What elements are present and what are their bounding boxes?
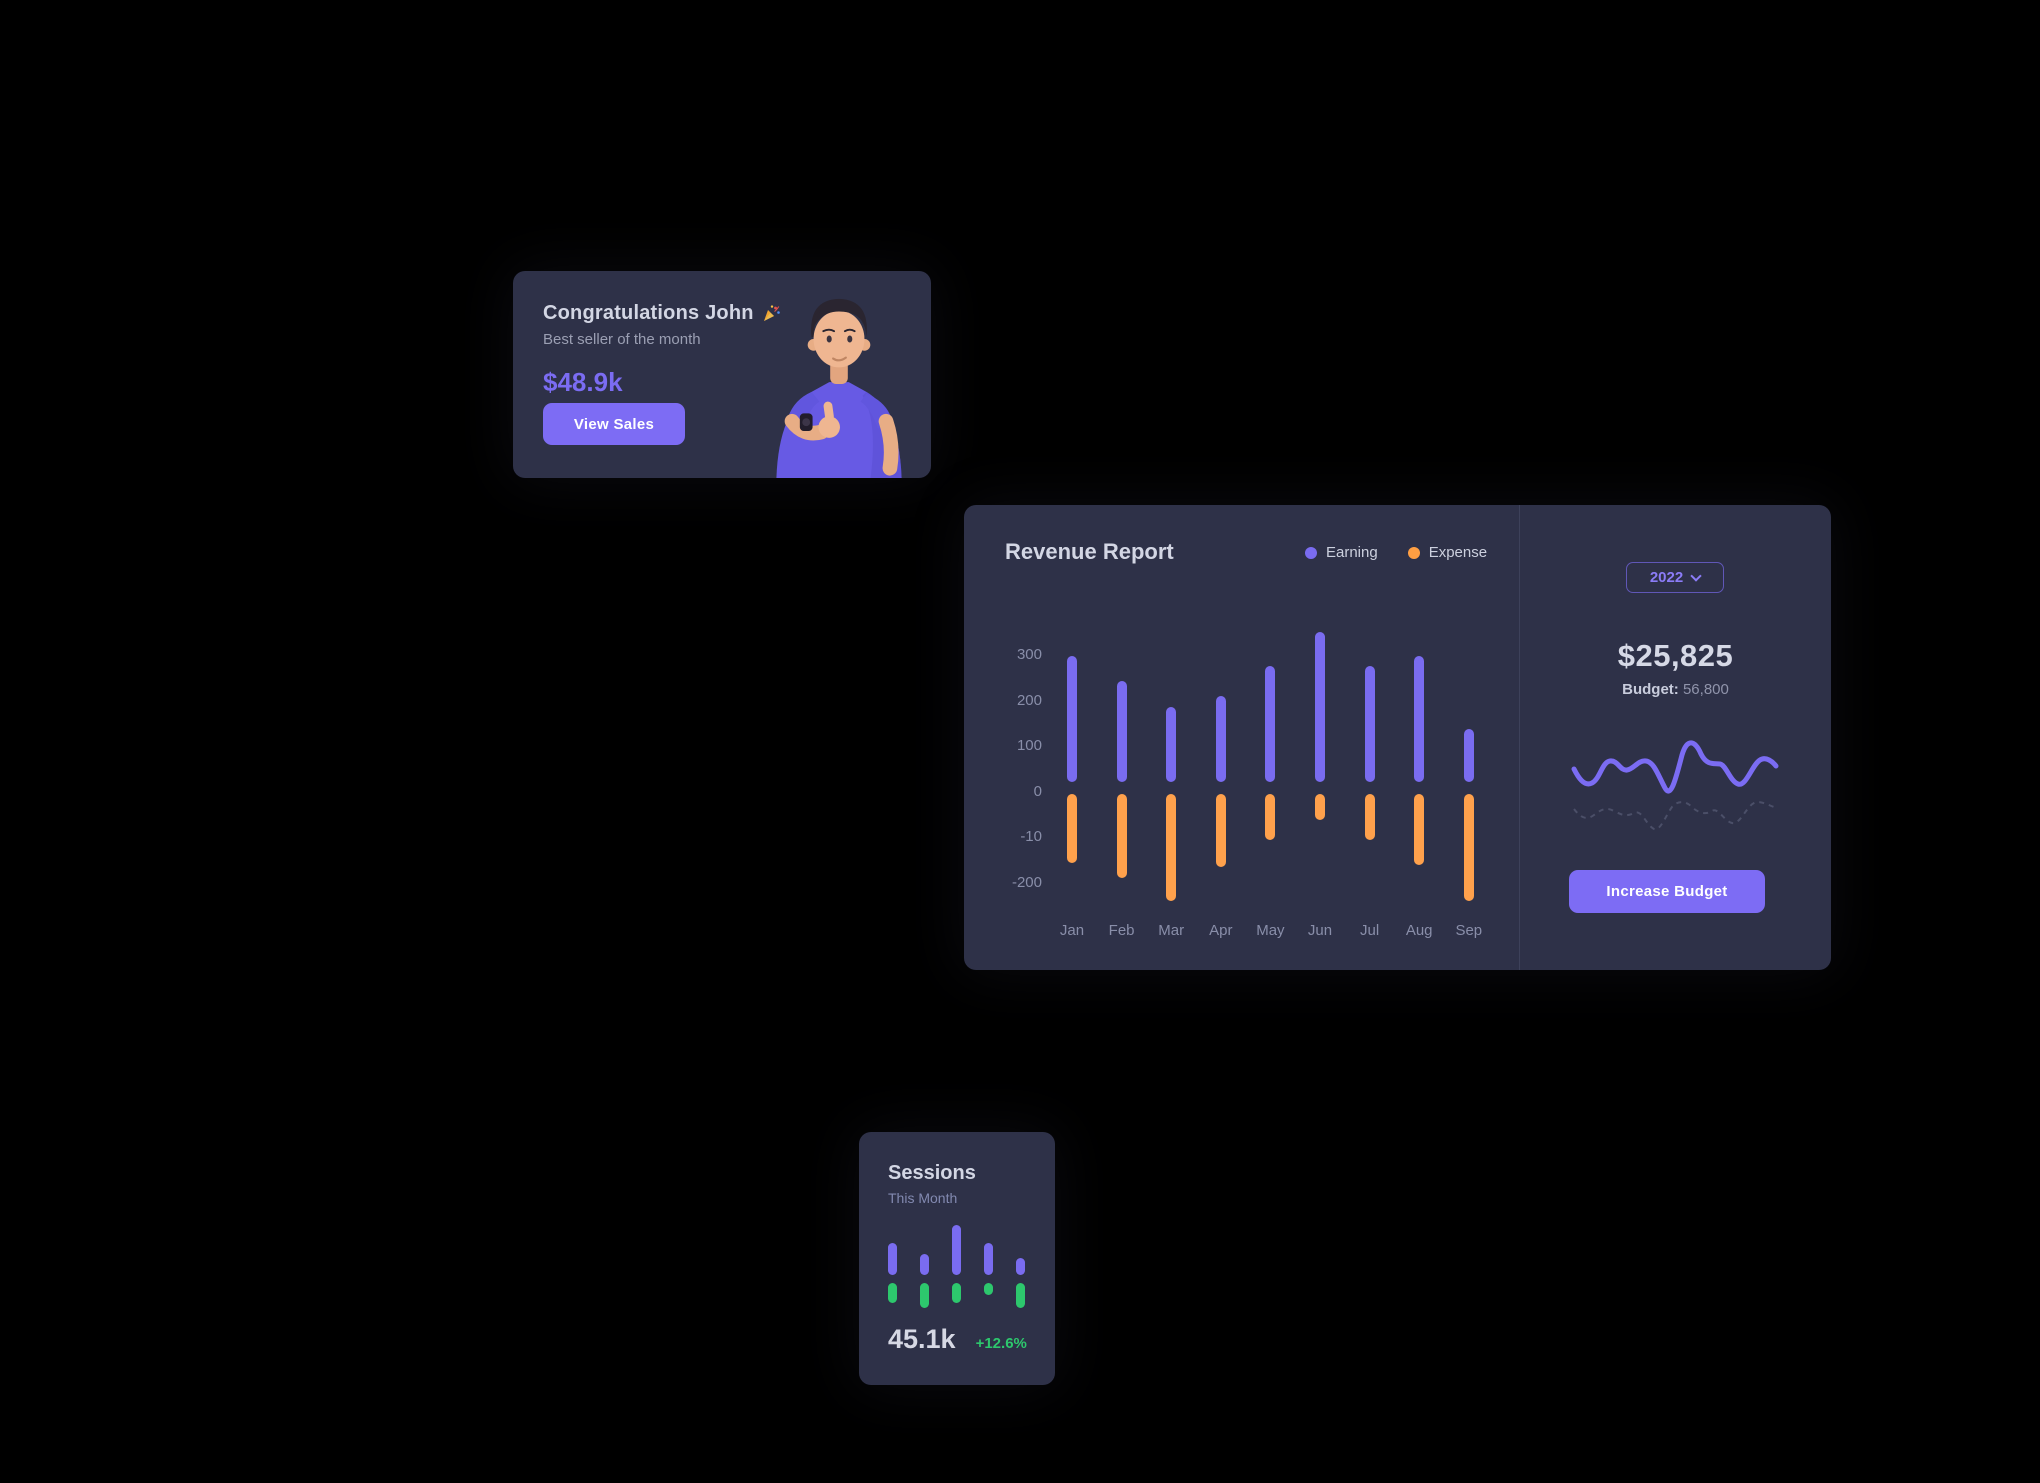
expense-bar [1364,794,1375,840]
revenue-report-title: Revenue Report [1005,539,1174,564]
legend-label-expense: Expense [1428,544,1488,561]
budget-line: Budget: 56,800 [1520,681,1831,698]
y-axis-label: 100 [1016,737,1042,754]
y-axis-label: 200 [1016,691,1042,709]
x-axis-label: Jun [1307,922,1333,939]
expense-bar [1414,794,1425,865]
sessions-card: Sessions This Month 45.1k +12.6% [859,1132,1055,1385]
earning-bar [1265,665,1276,782]
budget-panel: 2022 $25,825 Budget: 56,800 Increase Bud… [1520,505,1831,970]
sessions-value-row: 45.1k +12.6% [888,1324,1027,1355]
expense-bar [1315,794,1325,821]
y-axis-label: 300 [1016,646,1042,663]
sales-amount: $48.9k [543,367,623,397]
revenue-bar-chart: 300 200 100 0 -10 -200 Jan Feb Mar Apr May Jun Jul Au… [964,505,1519,970]
x-axis-label: Aug [1405,922,1433,939]
sessions-lower-bar [887,1283,897,1303]
sessions-upper-bar [1015,1258,1025,1275]
sessions-upper-bar [887,1243,897,1275]
x-axis-label: Mar [1158,922,1185,939]
x-axis-label: Sep [1455,922,1483,939]
chart-legend: Earning Expense [1305,544,1487,561]
expense-bar [1166,794,1177,902]
sessions-title: Sessions [888,1162,976,1184]
x-axis-label: Apr [1209,922,1233,939]
budget-wave-chart [1571,740,1779,831]
y-axis-label: 0 [1033,782,1042,800]
year-selector[interactable]: 2022 [1626,562,1724,593]
earning-bar [1364,665,1375,782]
sessions-lower-bar [983,1283,993,1295]
sessions-upper-bar [983,1243,993,1275]
sessions-upper-bar [919,1254,929,1275]
sessions-lower-bar [919,1283,929,1308]
earning-bar [1166,707,1177,782]
budget-value: 56,800 [1682,681,1729,698]
congratulations-title: Congratulations John [543,302,781,325]
sessions-upper-bar [951,1225,961,1275]
x-axis-label: Feb [1108,922,1135,939]
year-selector-value: 2022 [1649,569,1684,586]
congratulations-subtitle: Best seller of the month [543,331,701,348]
panel-divider [1519,505,1520,970]
earning-bar [1463,729,1474,782]
y-axis-label: -10 [1020,828,1042,845]
legend-item-expense: Expense [1407,544,1488,561]
y-axis-label: -200 [1011,873,1042,891]
view-sales-button[interactable]: View Sales [543,403,685,445]
legend-label-earning: Earning [1326,544,1378,561]
expense-bar [1463,794,1474,902]
sessions-delta-badge: +12.6% [975,1335,1027,1352]
revenue-report-card: Revenue Report Earning Expense 300 200 100… [964,505,1831,970]
person-thumbs-up-illustration [776,298,902,478]
legend-item-earning: Earning [1305,544,1378,561]
party-popper-icon [763,304,780,321]
earning-bar [1067,655,1077,782]
expense-bar [1116,794,1127,879]
congratulations-title-text: Congratulations John [543,302,754,324]
earning-bar [1414,656,1425,782]
earning-bar [1116,680,1127,782]
earning-dot-icon [1305,546,1317,559]
sessions-subtitle: This Month [888,1190,958,1206]
earning-bar [1315,631,1325,782]
budget-label: Budget: [1622,681,1679,698]
expense-dot-icon [1407,546,1420,559]
expense-bar [1215,794,1226,868]
sessions-value: 45.1k [888,1324,956,1354]
expense-bar [1265,794,1276,840]
x-axis-label: May [1256,922,1285,939]
increase-budget-button[interactable]: Increase Budget [1569,870,1765,913]
x-axis-label: Jul [1360,922,1380,939]
expense-bar [1067,794,1077,863]
chevron-down-icon [1690,569,1702,582]
earning-bar [1215,695,1226,782]
congratulations-card: Congratulations John Best seller of the … [513,271,931,478]
sessions-lower-bar [1015,1283,1025,1308]
sessions-lower-bar [951,1283,961,1303]
x-axis-label: Jan [1059,922,1085,939]
total-revenue-value: $25,825 [1617,638,1734,673]
wave-dashed-line [1573,801,1775,831]
wave-solid-line [1571,740,1779,794]
